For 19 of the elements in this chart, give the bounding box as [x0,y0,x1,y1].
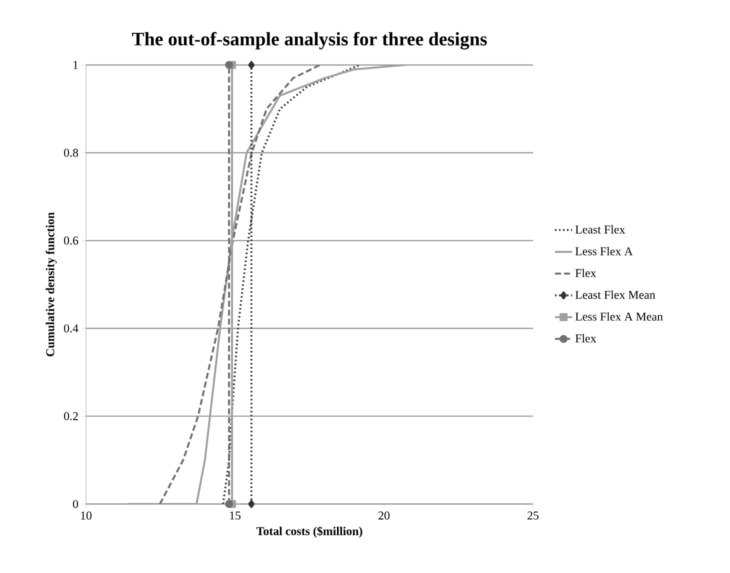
y-tick-label: 0.8 [64,148,78,157]
x-tick-label: 15 [230,512,241,520]
legend-label: Less Flex A Mean [575,312,663,321]
x-tick-label: 25 [528,512,539,520]
legend-label: Less Flex A [575,246,633,256]
chart-title: The out-of-sample analysis for three designs [132,32,487,50]
x-tick-label: 20 [378,512,390,520]
legend-label: Flex [575,268,596,278]
y-axis-title: Cumulative density function [46,212,57,356]
x-tick-label: 10 [81,512,92,520]
y-tick-label: 1 [74,61,78,69]
legend-label: Least Flex Mean [575,290,656,299]
legend-label: Least Flex [575,225,626,234]
y-tick-label: 0.6 [64,236,78,245]
y-tick-label: 0.4 [64,324,78,332]
x-axis-title: Total costs ($million) [256,526,362,538]
legend-label: Flex [575,334,596,342]
y-tick-label: 0.2 [64,412,78,420]
y-tick-label: 0 [72,500,78,508]
